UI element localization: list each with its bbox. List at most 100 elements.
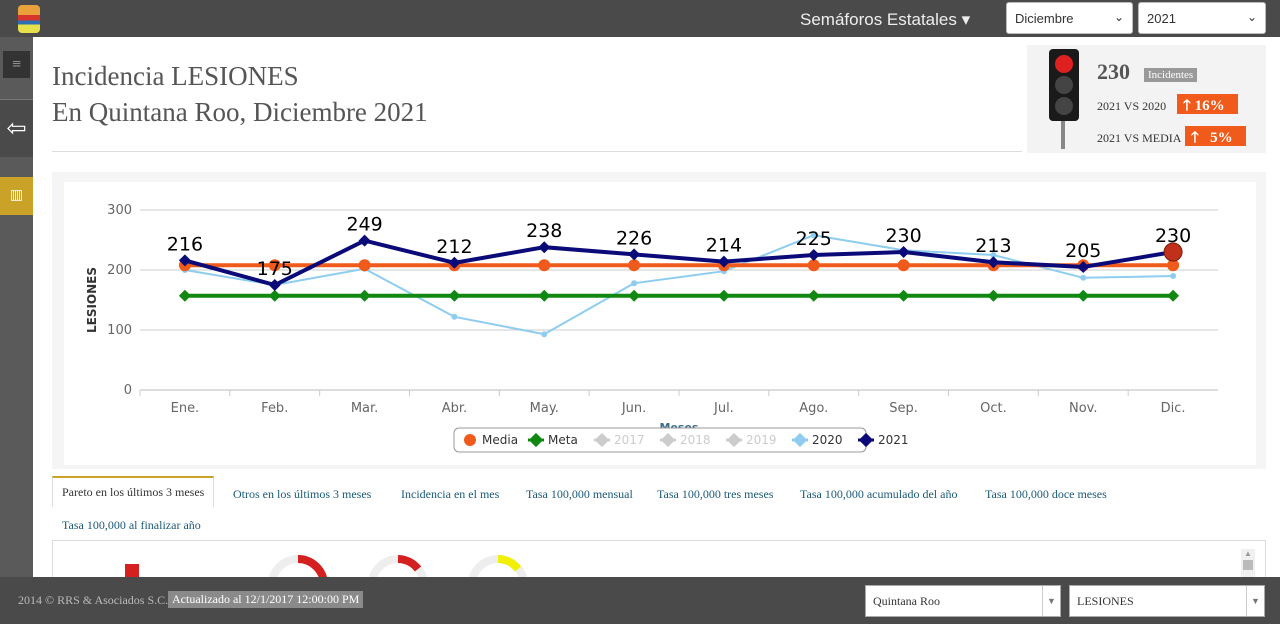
x-tick-label: Abr. xyxy=(442,401,467,416)
data-label: 216 xyxy=(167,233,203,255)
cmp-2020-label: 2021 VS 2020 xyxy=(1097,99,1167,113)
x-tick-label: Feb. xyxy=(261,401,288,416)
point-Meta xyxy=(807,289,820,302)
point-2021 xyxy=(538,241,551,254)
legend-marker xyxy=(792,432,808,448)
data-label: 205 xyxy=(1065,240,1101,262)
legend-label: 2020 xyxy=(812,433,843,447)
data-label: 230 xyxy=(885,225,921,247)
chevron-down-icon: ▼ xyxy=(1042,586,1060,616)
point-2020 xyxy=(631,280,638,287)
hamburger-menu-icon[interactable]: ≡ xyxy=(3,51,30,78)
legend-label: Media xyxy=(482,433,518,447)
tab-tasa-acumulado[interactable]: Tasa 100,000 acumulado del año xyxy=(800,487,958,501)
data-label: 225 xyxy=(796,228,832,250)
bar-chart-icon[interactable]: ▥ xyxy=(0,177,33,215)
tab-tasa-tres-meses[interactable]: Tasa 100,000 tres meses xyxy=(657,487,774,501)
x-tick-label: Jun. xyxy=(621,401,646,416)
scrollbar[interactable]: ▲ xyxy=(1241,549,1255,579)
point-2020 xyxy=(451,313,458,320)
line-chart: 0 100 200 300 Ene. Feb. Mar. Abr. May. Jun. Jul. Ag… xyxy=(85,203,1218,453)
cmp-2020-badge: 🡑 16% xyxy=(1177,94,1238,114)
tab-tasa-doce-meses[interactable]: Tasa 100,000 doce meses xyxy=(985,487,1107,501)
point-2021 xyxy=(807,249,820,261)
incident-label: Incidentes xyxy=(1144,68,1198,82)
y-tick-label: 300 xyxy=(107,203,132,218)
tab-panel: ▲ xyxy=(52,540,1266,583)
legend-marker xyxy=(464,434,476,446)
point-media xyxy=(628,259,641,272)
legend-label: 2017 xyxy=(614,433,645,447)
data-label: 212 xyxy=(436,236,472,258)
point-Meta xyxy=(178,289,191,302)
point-2020 xyxy=(1080,274,1087,281)
month-select[interactable]: Diciembre ⌄ xyxy=(1006,2,1133,34)
x-tick-label: Jul. xyxy=(713,401,734,416)
point-2021 xyxy=(717,255,730,268)
point-2021 xyxy=(268,279,281,291)
data-label: 214 xyxy=(706,235,742,257)
chevron-down-icon: ⌄ xyxy=(1246,10,1257,24)
point-Meta xyxy=(538,289,551,302)
sidebar: ≡ ⇦ ▥ xyxy=(0,37,33,577)
tab-tasa-mensual[interactable]: Tasa 100,000 mensual xyxy=(526,487,633,501)
point-2021 xyxy=(448,256,461,269)
legend-marker xyxy=(726,432,742,448)
point-2021 xyxy=(987,256,1000,269)
y-tick-label: 0 xyxy=(124,383,132,398)
cmp-media-badge: 🡑 5% xyxy=(1185,126,1246,146)
divider xyxy=(52,151,1022,152)
legend-label: Meta xyxy=(548,433,578,447)
top-bar: Semáforos Estatales ▾ Diciembre ⌄ 2021 ⌄ xyxy=(0,0,1280,37)
point-Meta xyxy=(628,289,641,302)
point-2021 xyxy=(358,234,371,247)
chart-area: 0 100 200 300 Ene. Feb. Mar. Abr. May. Jun. Jul. Ag… xyxy=(64,182,1256,465)
arrow-up-icon: 🡑 xyxy=(1183,98,1191,114)
data-label: 213 xyxy=(975,235,1011,257)
point-media xyxy=(1167,259,1180,272)
arrow-up-icon: 🡑 xyxy=(1191,130,1199,146)
point-Meta xyxy=(987,289,1000,302)
semaforos-menu[interactable]: Semáforos Estatales ▾ xyxy=(800,10,971,29)
tab-incidencia-mes[interactable]: Incidencia en el mes xyxy=(401,487,500,501)
legend-marker xyxy=(660,432,676,448)
data-label: 226 xyxy=(616,227,652,249)
legend-label: 2019 xyxy=(746,433,777,447)
series-line-2020 xyxy=(184,234,1174,336)
copyright: 2014 © RRS & Asociados S.C. xyxy=(18,593,169,607)
point-2020 xyxy=(541,331,548,338)
x-tick-label: May. xyxy=(530,401,559,416)
chevron-down-icon: ⌄ xyxy=(1113,10,1124,24)
x-tick-label: Nov. xyxy=(1069,401,1098,416)
legend-marker xyxy=(858,432,874,448)
point-2021 xyxy=(897,246,910,258)
crime-select[interactable]: LESIONES ▼ xyxy=(1069,585,1265,617)
point-media xyxy=(358,259,371,272)
tab-pareto[interactable]: Pareto en los últimos 3 meses xyxy=(52,476,215,507)
point-Meta xyxy=(358,289,371,302)
point-Meta xyxy=(717,289,730,302)
point-media xyxy=(897,259,910,272)
x-tick-label: Oct. xyxy=(980,401,1007,416)
cmp-media-label: 2021 VS MEDIA xyxy=(1097,131,1182,145)
page-title: Incidencia LESIONES En Quintana Roo, Dici… xyxy=(52,61,428,127)
point-media xyxy=(268,259,281,272)
legend-marker xyxy=(528,432,544,448)
y-tick-label: 100 xyxy=(107,323,132,338)
tab-otros[interactable]: Otros en los últimos 3 meses xyxy=(233,487,372,501)
state-select[interactable]: Quintana Roo ▼ xyxy=(865,585,1061,617)
point-2021 xyxy=(1077,261,1090,273)
back-arrow-icon[interactable]: ⇦ xyxy=(0,99,33,157)
point-2021 xyxy=(178,254,191,267)
traffic-light-icon xyxy=(1049,49,1079,121)
data-label: 175 xyxy=(257,258,293,280)
point-2021 xyxy=(628,248,641,261)
incident-count: 230 xyxy=(1097,59,1130,84)
tab-tasa-finalizar[interactable]: Tasa 100,000 al finalizar año xyxy=(62,518,201,532)
x-tick-label: Ago. xyxy=(799,401,828,416)
year-select[interactable]: 2021 ⌄ xyxy=(1138,2,1266,34)
point-2020 xyxy=(810,232,817,239)
x-tick-label: Mar. xyxy=(351,401,378,416)
point-media xyxy=(538,259,551,272)
point-Meta xyxy=(1077,289,1090,302)
